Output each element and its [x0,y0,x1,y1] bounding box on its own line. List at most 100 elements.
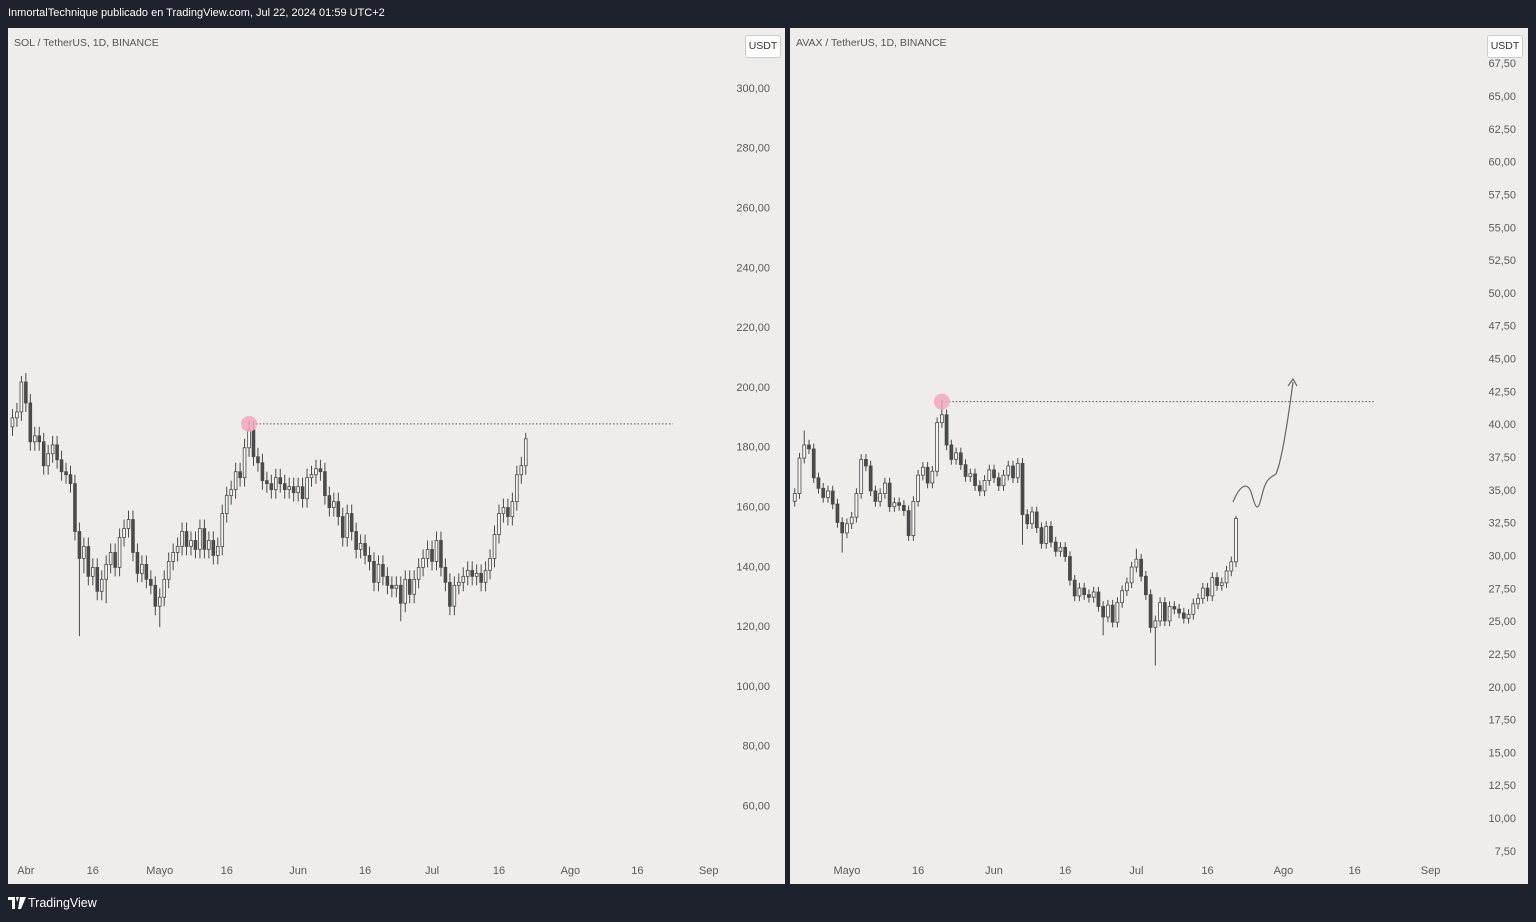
candle-body [149,578,153,586]
y-tick-label: 32,50 [1488,518,1516,530]
candle-body [457,581,461,586]
candle [77,522,82,637]
candle [930,465,935,489]
y-tick-label: 120,00 [736,621,770,633]
candle [849,511,854,529]
x-tick-label: 16 [631,865,643,877]
candle-body [376,563,381,583]
candle-body [19,381,24,413]
candle-body [1177,608,1181,614]
candle [807,439,811,455]
candle-body [443,566,448,583]
candle-body [122,528,126,538]
candle [381,555,385,586]
candle [935,417,939,477]
candle [944,409,949,451]
candle [211,531,216,565]
candle [162,570,167,607]
candle-body [184,531,189,547]
candle [479,564,483,592]
chart: Sep 16 Ago 16 Jul 16 Jun 16 Mayo 16 Abr 300,00 280,0… [10,83,770,877]
candle-body [207,540,211,550]
candle-body [416,566,421,580]
candle-body [421,558,425,568]
candle-body [95,566,100,592]
candle-body [189,540,193,547]
candle [902,500,906,516]
candle-body [897,502,902,506]
candle-body [930,470,935,484]
candle [336,492,341,526]
candle [519,456,524,484]
candle-body [117,537,122,568]
currency-label[interactable]: USDT [1487,35,1523,58]
x-tick-label: Sep [699,865,719,877]
candle-body [1191,603,1196,615]
candle [1030,506,1034,529]
candle [171,543,175,571]
candle-body [949,444,954,460]
candle [113,543,117,577]
candle-body [180,531,184,547]
candle-body [131,519,135,553]
candle-body [265,480,269,485]
candle-body [501,507,506,514]
candle [1115,597,1120,628]
candle [973,468,977,491]
candle [314,459,318,484]
candle [108,543,113,574]
candle [242,438,247,487]
candle-body [1148,594,1153,628]
candle [41,432,46,475]
candle-body [920,466,925,476]
candle-body [873,490,878,502]
candle-body [327,495,332,508]
candle-body [488,558,492,571]
candle [55,435,59,469]
candle [82,537,86,574]
candle-body [32,435,37,443]
candle [1087,589,1091,603]
candle-body [37,435,42,443]
candle [835,498,840,528]
candle-body [332,501,336,508]
candle-body [140,563,144,574]
candle [91,558,95,586]
candle [430,540,434,571]
candle-body [792,493,797,502]
y-tick-label: 20,00 [1488,682,1516,694]
candle [265,471,269,493]
candle [845,518,849,539]
candle-body [385,575,390,586]
y-tick-label: 220,00 [736,322,770,334]
candle-body [1219,582,1224,586]
candle-body [977,485,982,492]
candle-body [864,459,868,467]
candle-body [483,569,488,583]
y-tick-label: 160,00 [736,501,770,513]
candle-body [868,465,873,492]
candle [349,504,354,541]
y-tick-label: 27,50 [1488,583,1516,595]
candle-body [1129,566,1134,584]
candle-body [1006,465,1011,476]
candle-body [104,563,108,580]
candle [821,483,826,503]
candle-body [1172,606,1177,610]
candle [157,588,162,628]
candle [1006,460,1011,481]
candle-body [278,477,283,485]
candle-body [1087,594,1091,598]
y-tick-label: 57,50 [1488,189,1516,201]
candle [797,452,802,499]
candle-body [519,465,524,476]
candle-body [1110,604,1115,623]
candle [1077,582,1082,602]
currency-label[interactable]: USDT [745,35,781,58]
candle [274,468,278,499]
candle [202,519,207,559]
candle-body [1186,613,1191,619]
candle-body [811,448,816,479]
candle [73,474,77,541]
candle-body [1229,561,1234,572]
